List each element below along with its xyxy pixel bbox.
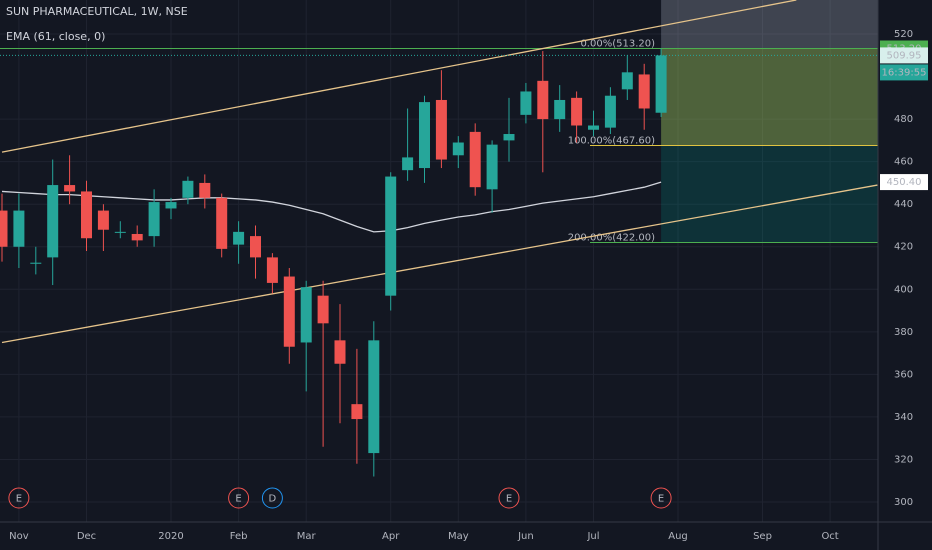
event-marker: [8, 487, 30, 509]
event-marker: [498, 487, 520, 509]
x-tick-label: Feb: [230, 531, 248, 542]
candle-body: [165, 202, 177, 209]
x-tick-label: Mar: [297, 531, 317, 542]
candle-body: [97, 210, 109, 230]
x-tick-label: Aug: [668, 531, 688, 542]
candle-body: [233, 231, 245, 245]
candle-body: [385, 176, 397, 296]
trendline: [1, 184, 878, 344]
candle-body: [283, 276, 295, 347]
plot: 0.00%(513.20) 100.00%(467.60) 200.00%(422.…: [0, 0, 878, 509]
axes: 300 320 340 360 380 400 420 440 460 480 520 Nov Dec 2…: [9, 29, 928, 542]
candle-body: [638, 74, 650, 109]
candle-body: [216, 197, 228, 249]
price-tag: [880, 47, 928, 64]
candle-body: [0, 210, 8, 247]
event-label: E: [16, 494, 22, 505]
candle-body: [47, 185, 59, 258]
x-tick-label: Apr: [382, 531, 400, 542]
event-marker: [261, 487, 283, 509]
fib-label: 0.00%(513.20): [580, 38, 655, 49]
candle-body: [199, 182, 211, 198]
x-tick-label: Oct: [821, 531, 838, 542]
fib-label: 200.00%(422.00): [568, 232, 655, 243]
x-tick-label: Dec: [77, 531, 96, 542]
candle-body: [64, 185, 76, 192]
fib-label: 100.00%(467.60): [568, 135, 655, 146]
trendline: [1, 0, 797, 153]
candle-body: [402, 157, 414, 171]
candle-body: [486, 144, 498, 190]
countdown-tag: [880, 64, 928, 81]
candle-body: [300, 287, 312, 343]
candle-body: [114, 231, 126, 233]
candle-body: [452, 142, 464, 156]
y-tick-label: 460: [894, 157, 913, 168]
y-tick-label: 400: [894, 284, 913, 295]
candle-body: [655, 55, 667, 113]
candle-body: [148, 202, 160, 237]
x-tick-label: Sep: [753, 531, 772, 542]
x-tick-label: Nov: [9, 531, 29, 542]
candle-body: [266, 257, 278, 283]
y-tick-label: 440: [894, 199, 913, 210]
candle-body: [604, 95, 616, 128]
candle-body: [182, 180, 194, 198]
candle-body: [520, 91, 532, 115]
event-marker: [650, 487, 672, 509]
price-tag-label: 450.40: [887, 177, 922, 188]
candle-body: [588, 125, 599, 130]
y-tick-label: 340: [894, 412, 913, 423]
candle-body: [317, 295, 329, 324]
event-marker: [228, 487, 250, 509]
candle-body: [334, 340, 346, 364]
candle-body: [351, 404, 363, 420]
y-tick-label: 300: [894, 497, 913, 508]
y-tick-label: 360: [894, 369, 913, 380]
event-label: D: [269, 494, 277, 505]
candle-body: [621, 72, 633, 90]
candle-body: [131, 233, 143, 241]
event-label: E: [235, 494, 241, 505]
candle-body: [30, 262, 42, 264]
candle-body: [435, 99, 447, 160]
x-tick-label: Jun: [517, 531, 534, 542]
zones: [661, 0, 878, 243]
x-tick-label: Jul: [586, 531, 599, 542]
y-tick-label: 480: [894, 114, 913, 125]
fib-zone: [661, 145, 878, 243]
price-tag: [880, 174, 928, 191]
chart-title: SUN PHARMACEUTICAL, 1W, NSE: [6, 5, 188, 18]
event-label: E: [658, 494, 664, 505]
candle-body: [537, 80, 549, 120]
candle-body: [503, 134, 515, 141]
x-tick-label: May: [448, 531, 469, 542]
indicator-label: EMA (61, close, 0): [6, 30, 105, 43]
y-tick-label: 420: [894, 242, 913, 253]
y-tick-label: 320: [894, 454, 913, 465]
candle-body: [571, 97, 583, 126]
candle-body: [81, 191, 92, 239]
candle-body: [368, 340, 380, 454]
candle-body: [13, 210, 25, 247]
candle-body: [469, 131, 481, 188]
candle-body: [250, 236, 261, 258]
x-tick-label: 2020: [158, 531, 183, 542]
candle-body: [419, 102, 430, 169]
zone: [661, 0, 878, 49]
price-tag-label: 509.95: [887, 50, 922, 61]
y-tick-label: 380: [894, 327, 913, 338]
y-tick-label: 520: [894, 29, 913, 40]
ema-line: [1, 181, 662, 233]
candle-body: [554, 99, 566, 120]
countdown: 16:39:55: [882, 67, 927, 78]
fib-zone: [661, 48, 878, 146]
event-label: E: [506, 494, 512, 505]
